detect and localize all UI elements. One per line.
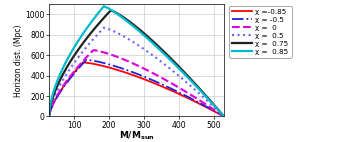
χ =  0.75 bbox=[58, 80, 62, 81]
Line: χ = -0.5: χ = -0.5 bbox=[49, 60, 224, 116]
χ =-0.85 bbox=[81, 61, 85, 63]
χ =  0 bbox=[198, 100, 202, 101]
χ =  0.85 bbox=[153, 45, 158, 46]
χ = -0.5 bbox=[84, 59, 89, 61]
χ =  0.75 bbox=[222, 116, 226, 117]
χ =  0 bbox=[58, 90, 62, 92]
χ =  0.5 bbox=[198, 93, 202, 95]
χ = -0.5 bbox=[159, 83, 163, 85]
χ = -0.5 bbox=[198, 102, 202, 104]
Y-axis label: Horizon dist. (Mpc): Horizon dist. (Mpc) bbox=[14, 24, 23, 97]
χ =  0.85 bbox=[222, 116, 226, 117]
χ = -0.5 bbox=[222, 116, 226, 117]
χ =  0.85 bbox=[180, 71, 184, 72]
χ =  0.5 bbox=[47, 116, 51, 117]
Line: χ =  0.5: χ = 0.5 bbox=[49, 28, 224, 116]
χ =  0.5 bbox=[222, 116, 226, 117]
χ =  0 bbox=[91, 49, 96, 51]
χ = -0.5 bbox=[149, 79, 153, 80]
χ =  0.75 bbox=[153, 43, 158, 44]
χ =  0.75 bbox=[180, 69, 184, 71]
χ =  0 bbox=[149, 71, 153, 73]
χ =-0.85 bbox=[198, 103, 202, 105]
χ =-0.85 bbox=[153, 83, 158, 84]
χ =-0.85 bbox=[149, 81, 153, 83]
χ =  0.75 bbox=[149, 38, 153, 40]
χ =-0.85 bbox=[47, 116, 51, 117]
χ =  0.85 bbox=[58, 74, 62, 76]
χ =  0 bbox=[153, 74, 158, 75]
Legend: χ =-0.85, χ = -0.5, χ =  0, χ =  0.5, χ =  0.75, χ =  0.85: χ =-0.85, χ = -0.5, χ = 0, χ = 0.5, χ = … bbox=[229, 6, 292, 58]
χ =  0.5 bbox=[180, 78, 184, 79]
χ =  0.85 bbox=[149, 41, 153, 42]
χ =  0.85 bbox=[159, 50, 163, 51]
χ =  0.75 bbox=[198, 88, 202, 90]
χ =  0.5 bbox=[58, 85, 62, 86]
Line: χ =  0.75: χ = 0.75 bbox=[49, 10, 224, 116]
χ =  0.85 bbox=[47, 116, 51, 117]
χ = -0.5 bbox=[180, 93, 184, 95]
χ =  0 bbox=[180, 89, 184, 90]
Line: χ =-0.85: χ =-0.85 bbox=[49, 62, 224, 116]
χ = -0.5 bbox=[58, 92, 62, 94]
Line: χ =  0: χ = 0 bbox=[49, 50, 224, 116]
χ =  0.75 bbox=[47, 116, 51, 117]
χ = -0.5 bbox=[153, 81, 158, 82]
X-axis label: $\mathbf{M/M}_{\mathbf{sun}}$: $\mathbf{M/M}_{\mathbf{sun}}$ bbox=[119, 130, 154, 142]
χ =  0.5 bbox=[102, 27, 106, 29]
χ =  0.5 bbox=[153, 57, 158, 58]
χ =  0 bbox=[222, 116, 226, 117]
χ =-0.85 bbox=[58, 91, 62, 93]
Line: χ =  0.85: χ = 0.85 bbox=[49, 6, 224, 116]
χ =-0.85 bbox=[180, 94, 184, 96]
χ =  0.75 bbox=[108, 10, 113, 11]
χ = -0.5 bbox=[47, 116, 51, 117]
χ =  0.85 bbox=[198, 89, 202, 91]
χ =  0.75 bbox=[159, 48, 163, 49]
χ =  0.85 bbox=[102, 5, 106, 7]
χ =  0.5 bbox=[149, 53, 153, 55]
χ =  0 bbox=[47, 116, 51, 117]
χ =  0 bbox=[159, 76, 163, 78]
χ =  0.5 bbox=[159, 60, 163, 62]
χ =-0.85 bbox=[222, 116, 226, 117]
χ =-0.85 bbox=[159, 85, 163, 87]
